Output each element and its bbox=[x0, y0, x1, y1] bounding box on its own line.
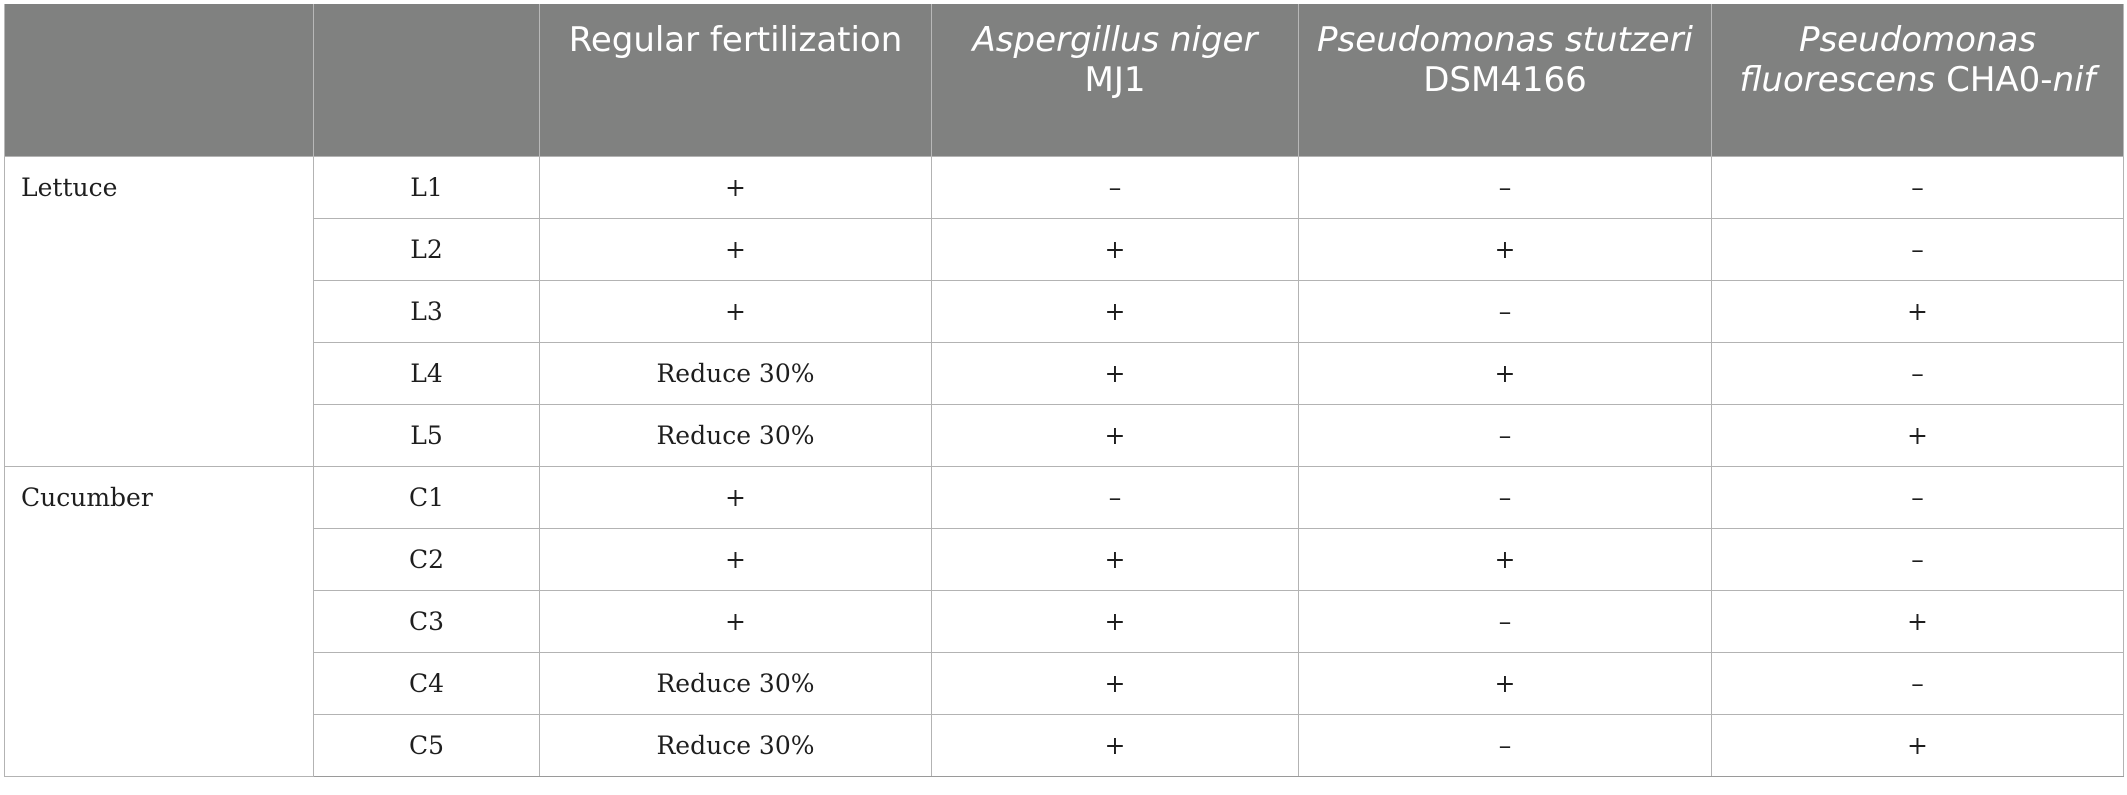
pseudomonas-fluorescens-cell: – bbox=[1711, 465, 2124, 529]
treatment-id-cell: C3 bbox=[313, 589, 540, 653]
treatment-table: Regular fertilization Aspergillus niger M… bbox=[4, 4, 2124, 777]
aspergillus-niger-cell: + bbox=[931, 403, 1299, 467]
pseudomonas-stutzeri-cell: – bbox=[1298, 589, 1712, 653]
pseudomonas-stutzeri-cell: + bbox=[1298, 651, 1712, 715]
table-row: L2 + + + – bbox=[5, 217, 2124, 281]
regular-fertilization-cell: Reduce 30% bbox=[539, 403, 932, 467]
pseudomonas-fluorescens-cell: – bbox=[1711, 217, 2124, 281]
pseudomonas-fluorescens-cell: + bbox=[1711, 279, 2124, 343]
pseudomonas-stutzeri-cell: – bbox=[1298, 403, 1712, 467]
crop-cell-cucumber: Cucumber bbox=[4, 465, 314, 777]
header-pseudomonas-stutzeri-strain: DSM4166 bbox=[1423, 60, 1587, 100]
regular-fertilization-cell: + bbox=[539, 527, 932, 591]
table-row: L4 Reduce 30% + + – bbox=[5, 341, 2124, 405]
treatment-id-cell: C5 bbox=[313, 713, 540, 777]
table-row: C2 + + + – bbox=[5, 527, 2124, 591]
table-body: Lettuce L1 + – – – L2 + + + – L3 + + – +… bbox=[4, 155, 2124, 777]
treatment-id-cell: C2 bbox=[313, 527, 540, 591]
pseudomonas-stutzeri-cell: + bbox=[1298, 527, 1712, 591]
pseudomonas-stutzeri-cell: – bbox=[1298, 279, 1712, 343]
header-pseudomonas-stutzeri: Pseudomonas stutzeri DSM4166 bbox=[1298, 4, 1712, 156]
table-row: C5 Reduce 30% + – + bbox=[5, 713, 2124, 777]
treatment-id-cell: L1 bbox=[313, 155, 540, 219]
aspergillus-niger-cell: – bbox=[931, 155, 1299, 219]
header-aspergillus-niger-strain: MJ1 bbox=[1084, 60, 1146, 100]
aspergillus-niger-cell: + bbox=[931, 713, 1299, 777]
pseudomonas-fluorescens-cell: – bbox=[1711, 527, 2124, 591]
table-header: Regular fertilization Aspergillus niger M… bbox=[4, 4, 2124, 156]
header-pseudomonas-fluorescens-species: Pseudomonas fluorescens bbox=[1739, 20, 2037, 100]
aspergillus-niger-cell: + bbox=[931, 589, 1299, 653]
treatment-id-cell: C1 bbox=[313, 465, 540, 529]
pseudomonas-fluorescens-cell: – bbox=[1711, 651, 2124, 715]
crop-cell-lettuce: Lettuce bbox=[4, 155, 314, 467]
treatment-id-cell: C4 bbox=[313, 651, 540, 715]
pseudomonas-fluorescens-cell: + bbox=[1711, 713, 2124, 777]
aspergillus-niger-cell: + bbox=[931, 217, 1299, 281]
regular-fertilization-cell: Reduce 30% bbox=[539, 713, 932, 777]
regular-fertilization-cell: + bbox=[539, 155, 932, 219]
pseudomonas-stutzeri-cell: – bbox=[1298, 713, 1712, 777]
header-regular-fertilization-label: Regular fertilization bbox=[568, 20, 903, 60]
header-regular-fertilization: Regular fertilization bbox=[539, 4, 932, 156]
pseudomonas-fluorescens-cell: – bbox=[1711, 341, 2124, 405]
header-crop bbox=[4, 4, 314, 156]
aspergillus-niger-cell: + bbox=[931, 279, 1299, 343]
table-row: Cucumber C1 + – – – bbox=[4, 465, 2124, 777]
header-pseudomonas-stutzeri-species: Pseudomonas stutzeri bbox=[1316, 20, 1693, 60]
regular-fertilization-cell: + bbox=[539, 279, 932, 343]
pseudomonas-stutzeri-cell: – bbox=[1298, 155, 1712, 219]
treatment-id-cell: L4 bbox=[313, 341, 540, 405]
regular-fertilization-cell: + bbox=[539, 589, 932, 653]
treatment-id-cell: L2 bbox=[313, 217, 540, 281]
table-row: C3 + + – + bbox=[5, 589, 2124, 653]
aspergillus-niger-cell: – bbox=[931, 465, 1299, 529]
header-pseudomonas-fluorescens-strain: CHA0- bbox=[1946, 60, 2053, 100]
table-row: Lettuce L1 + – – – bbox=[4, 155, 2124, 467]
pseudomonas-fluorescens-cell: + bbox=[1711, 403, 2124, 467]
pseudomonas-stutzeri-cell: + bbox=[1298, 217, 1712, 281]
pseudomonas-fluorescens-cell: – bbox=[1711, 155, 2124, 219]
treatment-id-cell: L5 bbox=[313, 403, 540, 467]
header-aspergillus-niger: Aspergillus niger MJ1 bbox=[931, 4, 1299, 156]
header-pseudomonas-fluorescens-suffix: nif bbox=[2052, 60, 2096, 100]
aspergillus-niger-cell: + bbox=[931, 341, 1299, 405]
table-row: L3 + + – + bbox=[5, 279, 2124, 343]
pseudomonas-stutzeri-cell: + bbox=[1298, 341, 1712, 405]
regular-fertilization-cell: + bbox=[539, 465, 932, 529]
table-row: C4 Reduce 30% + + – bbox=[5, 651, 2124, 715]
regular-fertilization-cell: Reduce 30% bbox=[539, 651, 932, 715]
treatment-id-cell: L3 bbox=[313, 279, 540, 343]
aspergillus-niger-cell: + bbox=[931, 651, 1299, 715]
pseudomonas-fluorescens-cell: + bbox=[1711, 589, 2124, 653]
header-aspergillus-niger-species: Aspergillus niger bbox=[972, 20, 1258, 60]
regular-fertilization-cell: + bbox=[539, 217, 932, 281]
table-row: L5 Reduce 30% + – + bbox=[5, 403, 2124, 467]
pseudomonas-stutzeri-cell: – bbox=[1298, 465, 1712, 529]
regular-fertilization-cell: Reduce 30% bbox=[539, 341, 932, 405]
header-treatment bbox=[313, 4, 540, 156]
header-pseudomonas-fluorescens: Pseudomonas fluorescens CHA0-nif bbox=[1711, 4, 2124, 156]
header-row: Regular fertilization Aspergillus niger M… bbox=[4, 4, 2124, 156]
aspergillus-niger-cell: + bbox=[931, 527, 1299, 591]
